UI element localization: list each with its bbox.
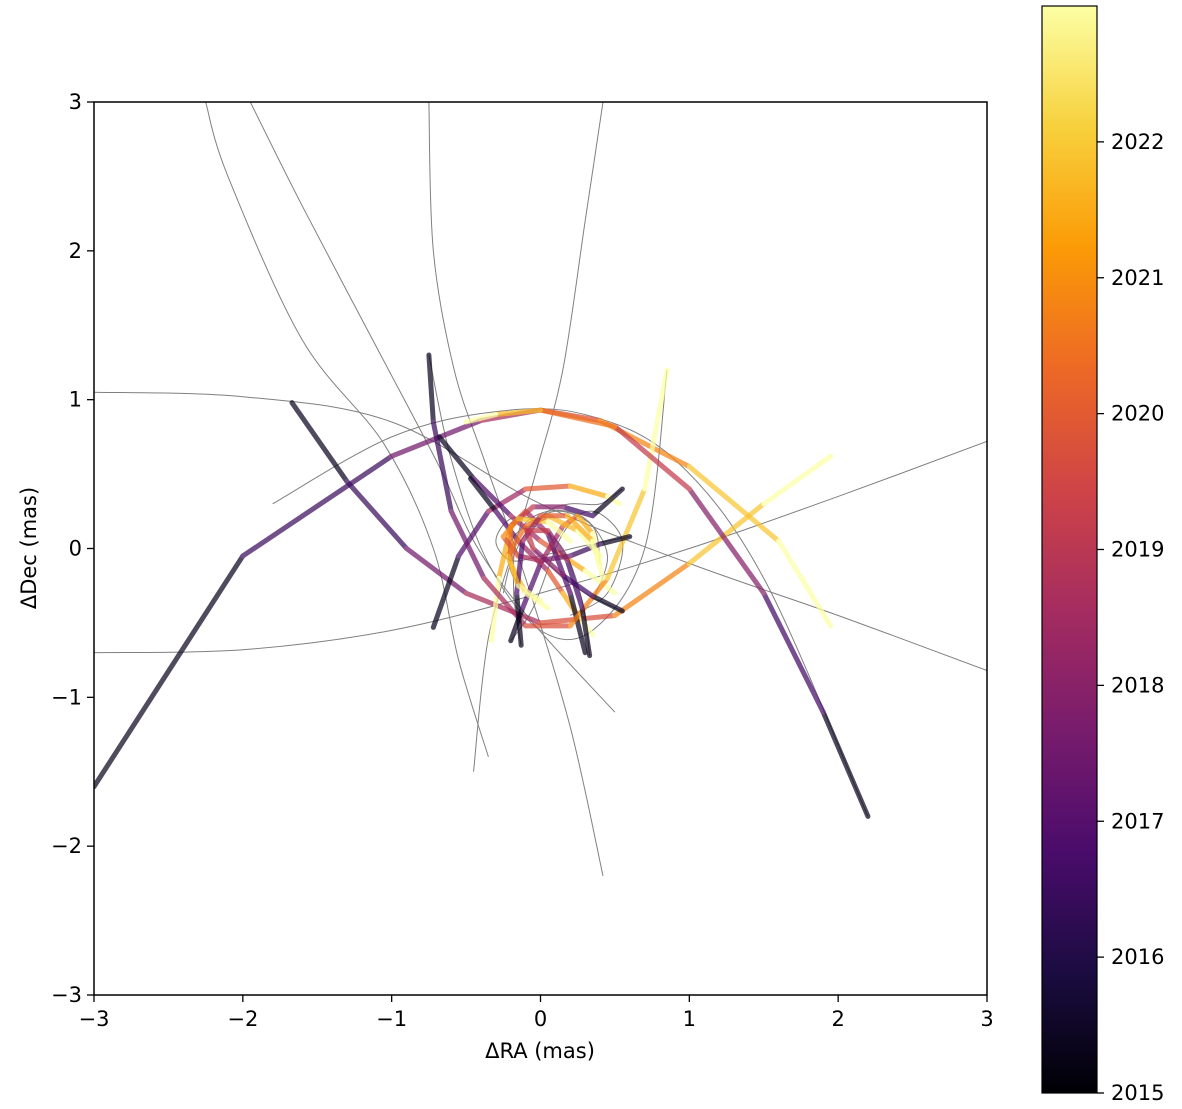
track-segment xyxy=(567,483,610,499)
colorbar-tick-label: 2015 xyxy=(1111,1081,1164,1105)
orbit-line xyxy=(249,102,616,713)
track-segment xyxy=(471,476,514,519)
track-segment xyxy=(240,453,395,559)
track-segment xyxy=(642,367,670,492)
x-tick-label: −3 xyxy=(79,1007,110,1031)
orbit-line xyxy=(94,391,987,672)
track-segment xyxy=(94,553,246,790)
x-tick-label: −1 xyxy=(376,1007,407,1031)
track-segment xyxy=(523,483,573,492)
colorbar-tick-label: 2018 xyxy=(1111,673,1164,697)
track-segment xyxy=(500,516,521,540)
track-segment xyxy=(436,434,477,482)
track-segment xyxy=(545,519,573,544)
colorbar-tick-label: 2022 xyxy=(1111,130,1164,154)
y-tick-label: 1 xyxy=(69,388,82,412)
track-segment xyxy=(560,504,596,519)
track-segment xyxy=(530,546,566,578)
orbit-line xyxy=(205,102,489,758)
orbit-line xyxy=(94,440,987,654)
track-segment xyxy=(463,590,543,626)
x-tick-label: 0 xyxy=(534,1007,547,1031)
track-segment xyxy=(538,407,618,429)
orbit-line xyxy=(512,509,608,646)
track-segment xyxy=(567,575,610,629)
track-segment xyxy=(612,423,692,492)
orbit-track xyxy=(463,407,871,819)
track-segment xyxy=(463,412,499,425)
track-segment xyxy=(686,486,767,596)
track-segment xyxy=(493,407,543,418)
track-segment xyxy=(761,453,834,507)
track-segment xyxy=(545,528,570,563)
track-segment xyxy=(582,568,618,596)
track-segment xyxy=(493,508,521,544)
y-tick-label: −2 xyxy=(51,834,82,858)
colorbar-tick-label: 2016 xyxy=(1111,945,1164,969)
colorbar-tick-label: 2017 xyxy=(1111,809,1164,833)
colorbar-tick-label: 2020 xyxy=(1111,402,1164,426)
track-segment xyxy=(404,546,469,596)
track-segment xyxy=(514,590,524,648)
track-segment xyxy=(590,538,606,581)
orbit-track xyxy=(505,528,593,659)
colorbar-tick-label: 2019 xyxy=(1111,538,1164,562)
orbit-line xyxy=(428,354,668,641)
orbit-line xyxy=(272,408,869,817)
track-segment xyxy=(820,709,871,819)
track-segment xyxy=(564,513,596,544)
track-segment xyxy=(488,575,502,644)
y-tick-label: 0 xyxy=(69,537,82,561)
track-segment xyxy=(761,590,826,715)
track-segment xyxy=(344,479,410,551)
track-segment xyxy=(448,508,487,581)
track-segment xyxy=(505,528,526,559)
track-segment xyxy=(505,553,521,589)
track-segment xyxy=(686,501,767,566)
orbit-line xyxy=(473,102,604,772)
track-segment xyxy=(776,538,834,629)
track-segment xyxy=(426,352,436,425)
colorbar-tick-label: 2021 xyxy=(1111,266,1164,290)
track-segment xyxy=(456,508,491,559)
colorbar-ticks: 2015 2016 2017 2018 2019 2020 2021 2022 xyxy=(1097,130,1164,1105)
orbit-track xyxy=(436,434,618,596)
x-axis-label: ΔRA (mas) xyxy=(485,1039,595,1063)
track-segment xyxy=(289,400,350,485)
track-segment xyxy=(567,590,588,656)
track-segment xyxy=(564,557,585,611)
track-segment xyxy=(579,605,593,659)
orbit-track xyxy=(426,352,670,629)
track-segment xyxy=(590,486,625,519)
track-segment xyxy=(686,464,782,544)
track-segment xyxy=(468,476,499,514)
orbit-line xyxy=(428,102,604,877)
orbit-line xyxy=(510,510,624,642)
plot-background xyxy=(94,102,987,995)
colorbar xyxy=(1041,5,1098,1094)
y-tick-label: 3 xyxy=(69,90,82,114)
x-axis-ticks: −3 −2 −1 0 1 2 3 xyxy=(79,995,994,1031)
track-segment xyxy=(575,513,596,537)
y-tick-label: 2 xyxy=(69,239,82,263)
orbit-tracks xyxy=(94,352,871,819)
y-axis-ticks: −3 −2 −1 0 1 2 3 xyxy=(51,90,94,1007)
track-segment xyxy=(520,560,543,611)
track-segment xyxy=(430,419,454,514)
x-tick-label: −2 xyxy=(227,1007,258,1031)
track-segment xyxy=(604,486,648,581)
y-tick-label: −3 xyxy=(51,983,82,1007)
y-tick-label: −1 xyxy=(51,685,82,709)
track-segment xyxy=(545,568,566,596)
track-segment xyxy=(430,553,462,630)
x-tick-label: 2 xyxy=(831,1007,844,1031)
track-segment xyxy=(515,583,543,604)
x-tick-label: 3 xyxy=(980,1007,993,1031)
track-segment xyxy=(590,593,625,614)
track-segment xyxy=(612,560,692,618)
y-axis-label: ΔDec (mas) xyxy=(17,487,41,609)
x-tick-label: 1 xyxy=(683,1007,696,1031)
track-segment xyxy=(597,534,633,547)
